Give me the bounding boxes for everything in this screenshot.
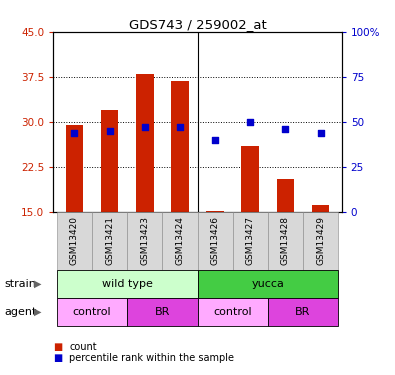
Text: strain: strain — [4, 279, 36, 289]
Bar — [101, 110, 118, 212]
Text: GSM13429: GSM13429 — [316, 216, 325, 266]
Text: percentile rank within the sample: percentile rank within the sample — [69, 353, 234, 363]
Bar — [312, 205, 329, 212]
Point — [106, 128, 113, 134]
Text: ■: ■ — [53, 342, 62, 352]
Point — [177, 124, 183, 130]
Bar — [171, 81, 189, 212]
Point — [71, 130, 77, 136]
Point — [212, 137, 218, 143]
Text: GSM13428: GSM13428 — [281, 216, 290, 266]
Text: GSM13420: GSM13420 — [70, 216, 79, 266]
Point — [282, 126, 289, 132]
Text: ■: ■ — [53, 353, 62, 363]
Text: count: count — [69, 342, 97, 352]
Point — [318, 130, 324, 136]
Bar — [206, 211, 224, 212]
Text: control: control — [73, 307, 111, 317]
Text: BR: BR — [295, 307, 311, 317]
Bar — [241, 146, 259, 212]
Text: control: control — [213, 307, 252, 317]
Text: GSM13421: GSM13421 — [105, 216, 114, 266]
Point — [141, 124, 148, 130]
Text: GSM13424: GSM13424 — [175, 216, 184, 266]
Bar — [136, 74, 154, 212]
Text: yucca: yucca — [251, 279, 284, 289]
Text: GSM13427: GSM13427 — [246, 216, 255, 266]
Bar — [66, 125, 83, 212]
Text: GSM13423: GSM13423 — [140, 216, 149, 266]
Title: GDS743 / 259002_at: GDS743 / 259002_at — [129, 18, 266, 31]
Text: wild type: wild type — [102, 279, 152, 289]
Text: ▶: ▶ — [34, 279, 41, 289]
Text: BR: BR — [155, 307, 170, 317]
Point — [247, 119, 254, 125]
Bar — [276, 179, 294, 212]
Text: GSM13426: GSM13426 — [211, 216, 220, 266]
Text: ▶: ▶ — [34, 307, 41, 317]
Text: agent: agent — [4, 307, 36, 317]
